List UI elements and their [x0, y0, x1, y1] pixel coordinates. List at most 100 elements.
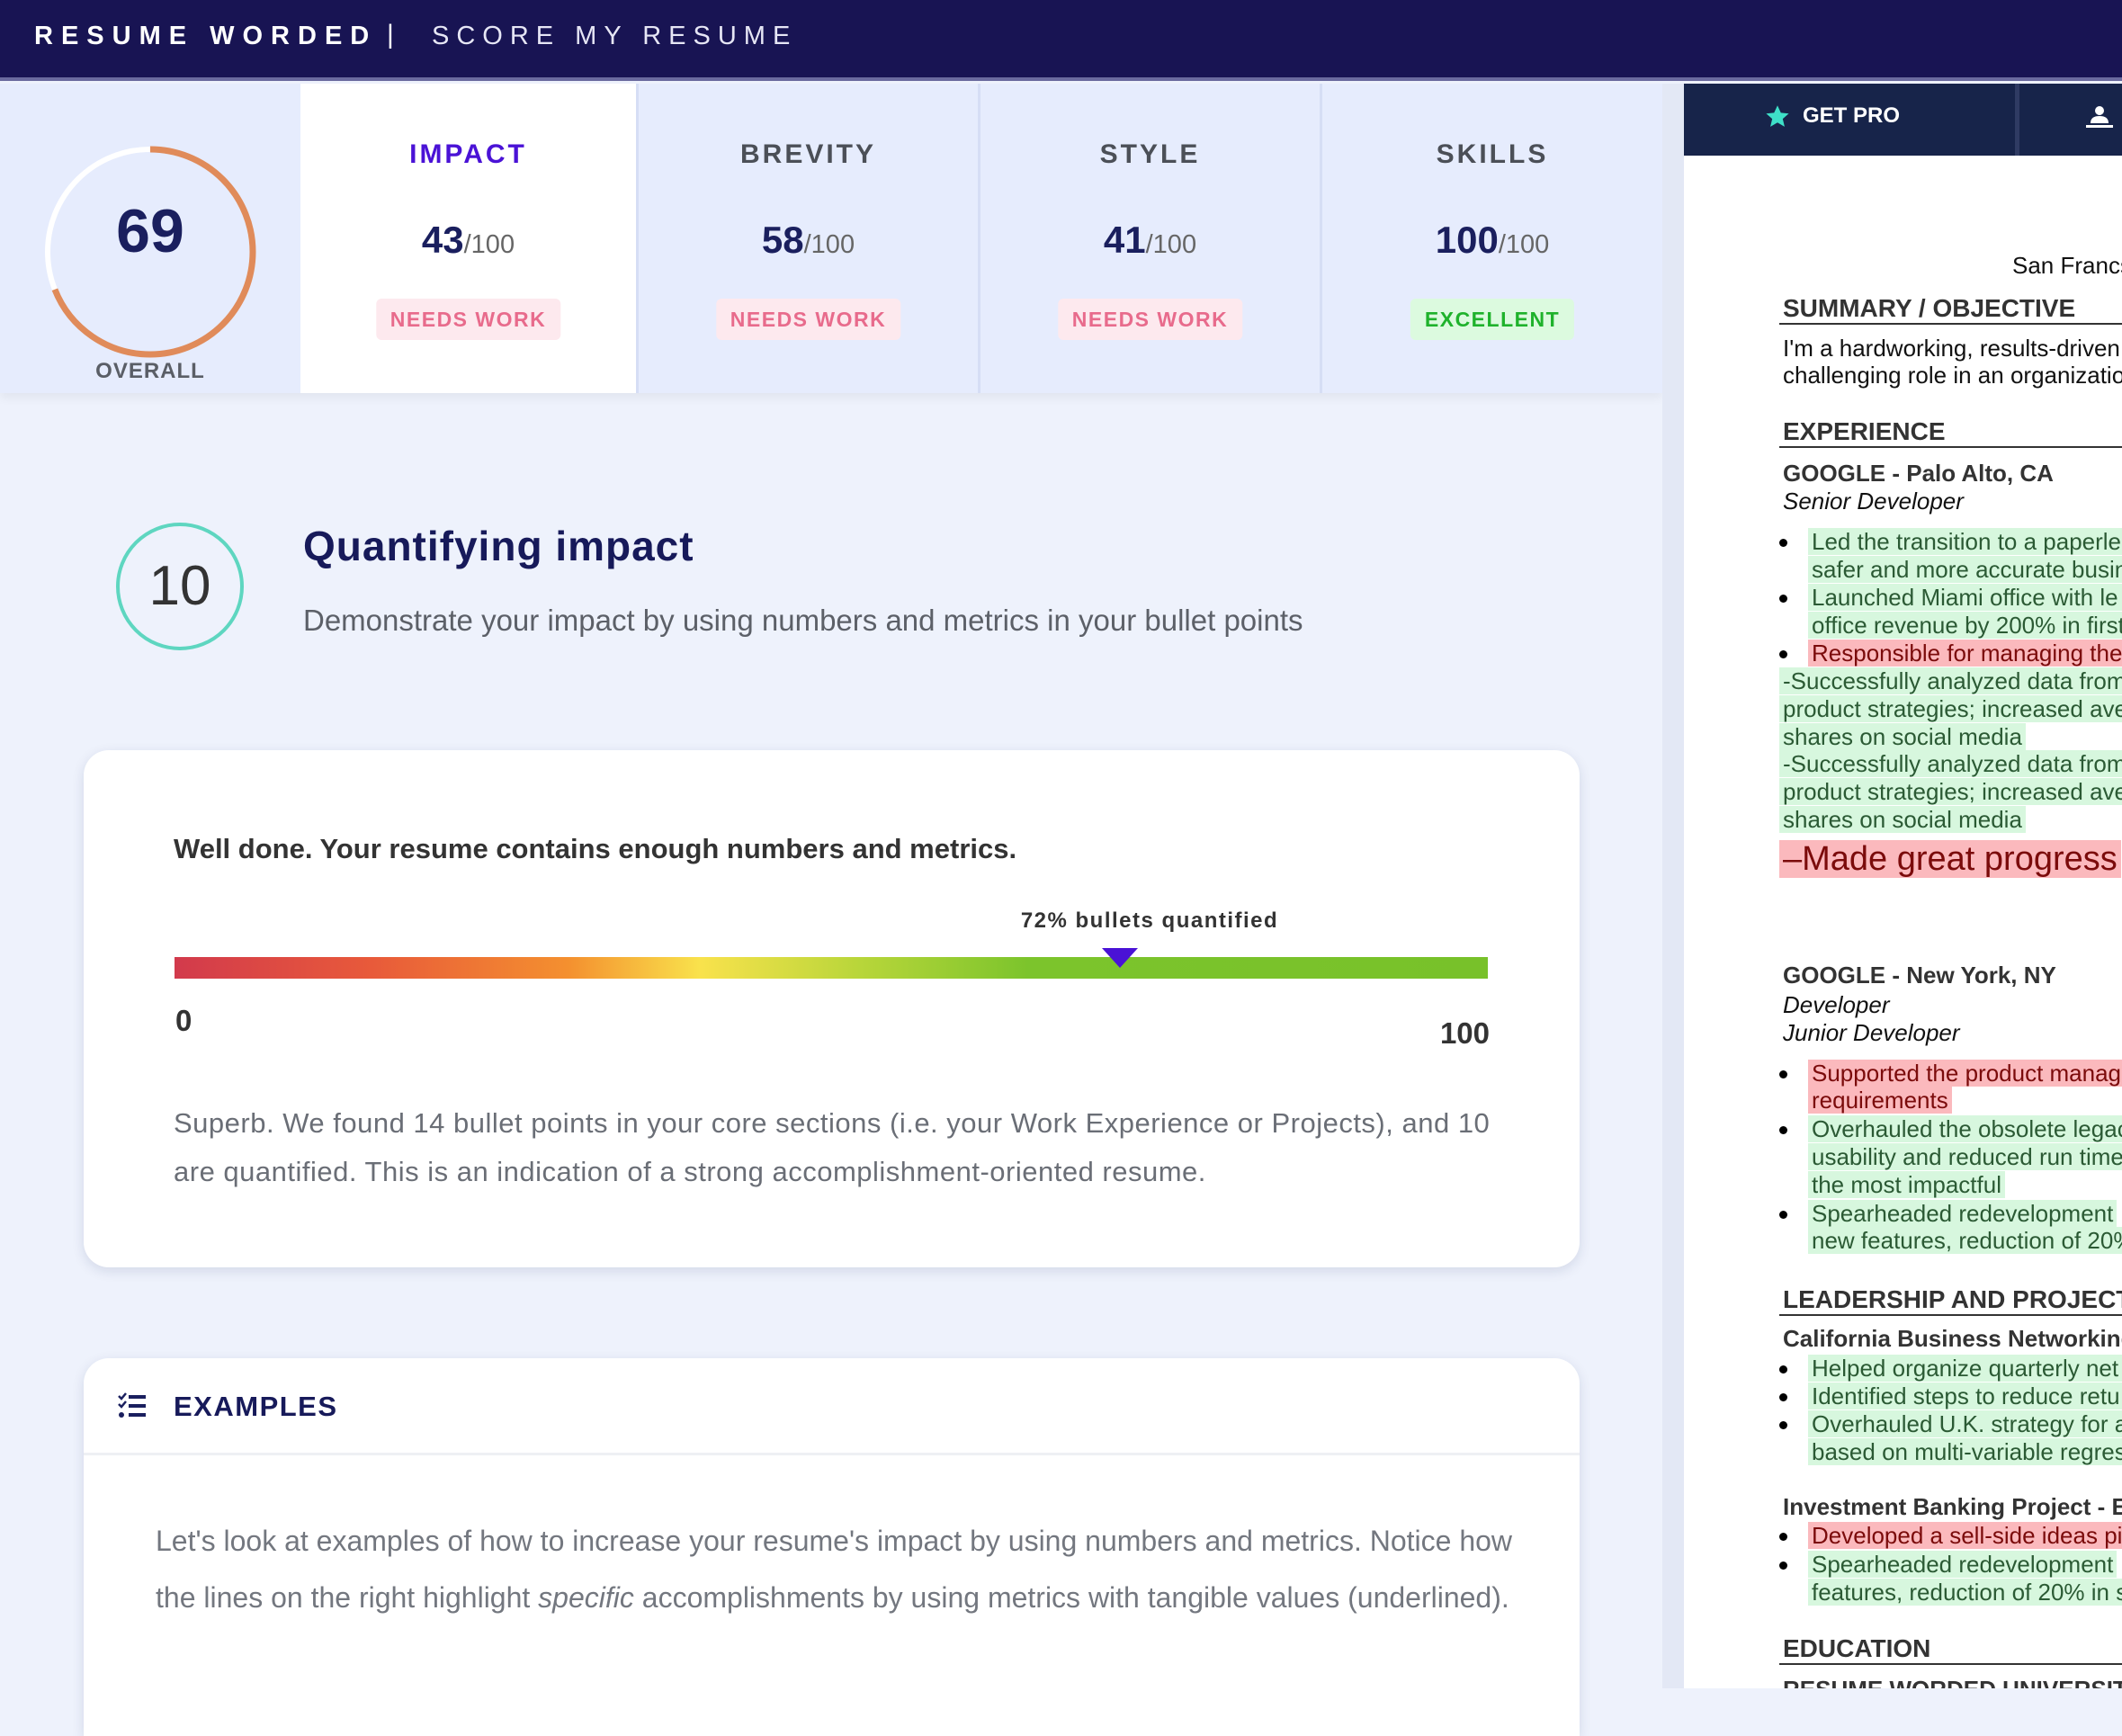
resume-line-text: Developed a sell-side ideas pi — [1808, 1522, 2122, 1549]
resume-line: Investment Banking Project - E — [1779, 1493, 2122, 1521]
category-score: 41/100 — [1103, 219, 1197, 261]
resume-line: features, reduction of 20% in s — [1808, 1579, 2122, 1606]
resume-line: shares on social media — [1779, 723, 2026, 751]
panel-gutter — [1662, 84, 1684, 1688]
resume-line-text: usability and reduced run time — [1808, 1143, 2122, 1170]
resume-line: GOOGLE - Palo Alto, CA — [1779, 460, 2057, 488]
category-score: 43/100 — [421, 219, 515, 261]
resume-line: GOOGLE - New York, NY — [1779, 962, 2060, 989]
bullet-icon — [1779, 1421, 1787, 1429]
category-title: SKILLS — [1436, 139, 1549, 169]
divider — [636, 84, 639, 393]
resume-panel-toolbar: GET PRO — [1684, 84, 2122, 156]
resume-line-text: Responsible for managing the — [1808, 640, 2122, 667]
resume-line: safer and more accurate busin — [1808, 556, 2122, 584]
resume-line-text: San Francs — [2012, 252, 2122, 279]
tab-brevity[interactable]: BREVITY 58/100 NEEDS WORK — [639, 84, 978, 393]
resume-line-text: product strategies; increased ave — [1779, 778, 2122, 805]
get-pro-button[interactable]: GET PRO — [1765, 103, 1900, 129]
resume-line: product strategies; increased ave — [1779, 778, 2122, 806]
bar-min-label: 0 — [175, 1004, 193, 1037]
resume-line-text: GOOGLE - New York, NY — [1783, 962, 2056, 989]
resume-line: Junior Developer — [1779, 1019, 1964, 1047]
resume-line: based on multi-variable regres — [1808, 1438, 2122, 1466]
category-title: STYLE — [1099, 139, 1201, 169]
brand-logo[interactable]: RESUME WORDED — [34, 22, 378, 50]
resume-line: Developed a sell-side ideas pi — [1779, 1522, 2122, 1550]
resume-line: Spearheaded redevelopment — [1779, 1551, 2118, 1579]
resume-preview-panel: GET PRO San Francs SUMMARY / OBJECTIVE I'm… — [1684, 84, 2122, 1688]
resume-line: product strategies; increased ave — [1779, 695, 2122, 723]
tab-skills[interactable]: SKILLS 100/100 EXCELLENT — [1322, 84, 1662, 393]
top-bar: RESUME WORDED | SCORE MY RESUME — [0, 0, 2122, 81]
examples-title: EXAMPLES — [174, 1391, 338, 1422]
resume-line-text: Supported the product manag — [1808, 1060, 2122, 1087]
examples-header[interactable]: EXAMPLES — [84, 1358, 1580, 1455]
bullet-icon — [1779, 1365, 1787, 1374]
resume-line: requirements — [1808, 1087, 1952, 1114]
status-badge: EXCELLENT — [1410, 299, 1575, 340]
status-badge: NEEDS WORK — [1057, 299, 1243, 340]
section-description: Demonstrate your impact by using numbers… — [303, 604, 1303, 637]
bullet-icon — [1779, 1393, 1787, 1401]
resume-line: -Successfully analyzed data from — [1779, 667, 2122, 695]
resume-line-text: -Successfully analyzed data from — [1779, 667, 2122, 694]
resume-line-text: Spearheaded redevelopment — [1808, 1551, 2118, 1578]
bullet-icon — [1779, 539, 1787, 547]
divider — [2015, 84, 2019, 156]
resume-line-text: EDUCATION — [1783, 1634, 1931, 1662]
resume-line: the most impactful — [1808, 1171, 2005, 1199]
resume-line: California Business Networking — [1779, 1325, 2122, 1353]
resume-line-text: LEADERSHIP AND PROJECTS — [1783, 1285, 2122, 1313]
divider — [978, 84, 980, 393]
resume-line: Spearheaded redevelopment — [1779, 1200, 2118, 1228]
header-separator: | — [387, 20, 394, 49]
resume-line-text: Spearheaded redevelopment — [1808, 1200, 2118, 1227]
bar-label: 72% bullets quantified — [1020, 908, 1279, 933]
bullet-icon — [1779, 1533, 1787, 1541]
category-title: BREVITY — [739, 139, 877, 169]
bullet-icon — [1779, 595, 1787, 603]
get-pro-label: GET PRO — [1803, 103, 1901, 128]
resume-line-text: shares on social media — [1779, 806, 2026, 833]
resume-line: San Francs — [2009, 252, 2122, 280]
resume-line: office revenue by 200% in first — [1808, 612, 2122, 640]
status-badge: NEEDS WORK — [715, 299, 901, 340]
resume-line: Overhauled U.K. strategy for a — [1779, 1410, 2122, 1438]
resume-line-text: California Business Networking — [1783, 1325, 2122, 1352]
resume-line-text: Overhauled the obsolete legac — [1808, 1115, 2122, 1142]
resume-line-text: Helped organize quarterly net — [1808, 1355, 2122, 1382]
resume-line: Identified steps to reduce retu — [1779, 1383, 2122, 1410]
category-title: IMPACT — [409, 139, 527, 169]
tab-style[interactable]: STYLE 41/100 NEEDS WORK — [980, 84, 1320, 393]
resume-line: Overhauled the obsolete legac — [1779, 1115, 2122, 1143]
overall-score: 69 OVERALL — [0, 84, 300, 393]
resume-line-text: EXPERIENCE — [1783, 417, 1946, 445]
section-score-circle: 10 — [116, 523, 244, 650]
divider — [1320, 84, 1322, 393]
mentor-icon[interactable] — [2085, 105, 2114, 132]
resume-line-text: challenging role in an organizatio — [1783, 362, 2122, 389]
resume-line: usability and reduced run time — [1808, 1143, 2122, 1171]
resume-line: –Made great progress — [1779, 839, 2121, 879]
resume-line-text: office revenue by 200% in first — [1808, 612, 2122, 639]
resume-line-text: Developer — [1783, 991, 1890, 1018]
checklist-icon — [118, 1392, 146, 1418]
resume-line-text: Junior Developer — [1783, 1019, 1960, 1046]
quantified-progress-bar — [175, 957, 1488, 979]
resume-line: I'm a hardworking, results-driven — [1779, 335, 2122, 362]
resume-line-text: requirements — [1808, 1087, 1952, 1114]
resume-line-text: based on multi-variable regres — [1808, 1438, 2122, 1465]
resume-line-text: features, reduction of 20% in s — [1808, 1579, 2122, 1606]
category-score: 58/100 — [761, 219, 855, 261]
resume-line: new features, reduction of 20% — [1808, 1227, 2122, 1255]
section-title: Quantifying impact — [303, 523, 694, 569]
status-badge: NEEDS WORK — [375, 299, 561, 340]
bullet-icon — [1779, 1126, 1787, 1134]
bullet-icon — [1779, 1070, 1787, 1078]
result-headline: Well done. Your resume contains enough n… — [174, 833, 1017, 864]
tab-impact[interactable]: IMPACT 43/100 NEEDS WORK — [300, 84, 636, 393]
resume-line: Responsible for managing the — [1779, 640, 2122, 667]
resume-line: -Successfully analyzed data from — [1779, 750, 2122, 778]
resume-line-text: new features, reduction of 20% — [1808, 1227, 2122, 1254]
